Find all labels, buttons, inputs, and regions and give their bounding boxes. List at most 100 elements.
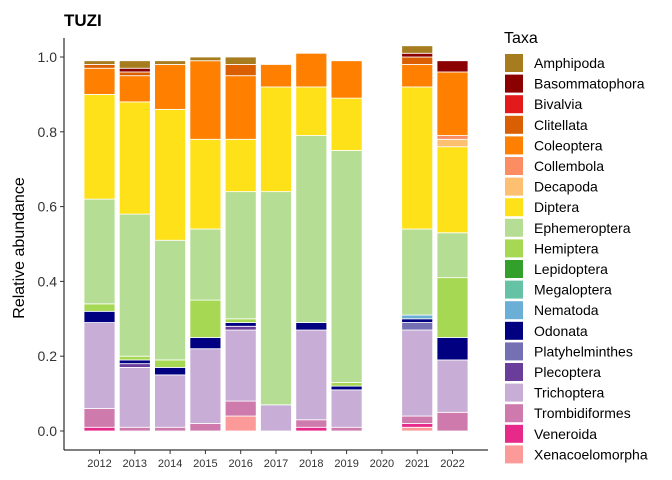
legend-item: Amphipoda bbox=[505, 54, 605, 72]
legend-item: Basommatophora bbox=[505, 74, 645, 93]
legend-swatch bbox=[505, 342, 523, 361]
bar-segment bbox=[330, 150, 363, 383]
bar-segment bbox=[330, 60, 363, 99]
y-axis-label: Relative abundance bbox=[11, 177, 28, 319]
bar-segment bbox=[83, 426, 116, 432]
legend-label: Decapoda bbox=[534, 179, 598, 195]
legend-label: Amphipoda bbox=[534, 55, 605, 71]
chart-title: TUZI bbox=[64, 11, 102, 30]
bar-segment bbox=[189, 348, 222, 424]
legend-swatch bbox=[505, 301, 523, 320]
bar-segment bbox=[436, 60, 469, 73]
legend-item: Bivalvia bbox=[505, 95, 582, 114]
legend-item: Veneroida bbox=[505, 424, 597, 443]
bar-segment bbox=[224, 138, 257, 193]
bar-segment bbox=[83, 303, 116, 312]
x-tick-label: 2018 bbox=[299, 458, 323, 470]
bar-segment bbox=[436, 277, 469, 338]
bar-segment bbox=[436, 411, 469, 432]
legend-swatch bbox=[505, 95, 523, 114]
bar-stack-2019 bbox=[330, 60, 363, 432]
legend-label: Plecoptera bbox=[534, 364, 601, 380]
y-tick-label: 0.6 bbox=[38, 199, 58, 215]
bar-stack-2018 bbox=[295, 52, 328, 432]
bar-segment bbox=[436, 135, 469, 140]
bar-segment bbox=[436, 146, 469, 234]
bar-segment bbox=[83, 67, 116, 95]
bar-segment bbox=[224, 318, 257, 323]
legend-swatch bbox=[505, 239, 523, 258]
bar-segment bbox=[295, 322, 328, 331]
legend-item: Platyhelminthes bbox=[505, 342, 633, 361]
legend-label: Trichoptera bbox=[534, 385, 605, 401]
legend-item: Diptera bbox=[505, 198, 579, 217]
bar-segment bbox=[224, 191, 257, 320]
legend-swatch bbox=[505, 54, 523, 72]
bar-segment bbox=[154, 426, 187, 432]
bar-segment bbox=[83, 198, 116, 305]
bar-segment bbox=[295, 419, 328, 428]
bar-stack-2014 bbox=[154, 60, 187, 432]
bar-segment bbox=[330, 426, 363, 432]
bar-segment bbox=[436, 337, 469, 361]
bar-stack-2016 bbox=[224, 56, 257, 432]
legend-item: Odonata bbox=[505, 321, 588, 340]
bar-segment bbox=[224, 400, 257, 417]
legend-label: Basommatophora bbox=[534, 76, 645, 92]
legend-label: Hemiptera bbox=[534, 240, 599, 256]
bar-segment bbox=[189, 56, 222, 62]
bar-segment bbox=[224, 64, 257, 77]
bar-segment bbox=[118, 367, 151, 428]
legend-item: Trichoptera bbox=[505, 383, 605, 402]
bar-segment bbox=[224, 75, 257, 140]
bar-segment bbox=[436, 71, 469, 136]
legend-swatch bbox=[505, 177, 523, 196]
legend-swatch bbox=[505, 445, 523, 464]
x-tick-label: 2021 bbox=[405, 458, 429, 470]
legend-item: Collembola bbox=[505, 157, 604, 175]
legend-swatch bbox=[505, 198, 523, 217]
bar-segment bbox=[189, 228, 222, 301]
bar-segment bbox=[436, 138, 469, 148]
legend-item: Lepidoptera bbox=[505, 260, 608, 278]
bar-segment bbox=[154, 359, 187, 368]
bar-segment bbox=[260, 64, 292, 88]
bar-segment bbox=[224, 322, 257, 327]
legend-label: Xenacoelomorpha bbox=[534, 446, 648, 462]
x-tick-label: 2020 bbox=[370, 458, 394, 470]
bar-segment bbox=[154, 374, 187, 428]
bar-segment bbox=[401, 322, 434, 331]
bar-segment bbox=[401, 415, 434, 424]
bar-stack-2013 bbox=[118, 60, 151, 432]
legend-label: Trombidiformes bbox=[534, 405, 631, 421]
bar-segment bbox=[401, 228, 434, 316]
bar-stack-2021 bbox=[401, 45, 434, 432]
y-tick-label: 0.0 bbox=[38, 423, 58, 439]
bar-segment bbox=[224, 415, 257, 432]
bar-segment bbox=[401, 45, 434, 54]
legend-swatch bbox=[505, 363, 523, 381]
bar-segment bbox=[295, 135, 328, 323]
bar-stack-2022 bbox=[436, 60, 469, 432]
bar-segment bbox=[401, 86, 434, 230]
legend-swatch bbox=[505, 280, 523, 299]
legend-swatch bbox=[505, 115, 523, 134]
bar-segment bbox=[83, 64, 116, 69]
bar-segment bbox=[401, 56, 434, 65]
x-axis: 2012 2013 2014 2015 2016 2017 2018 2019 2020 2021… bbox=[64, 449, 488, 470]
bar-segment bbox=[401, 426, 434, 432]
bar-segment bbox=[401, 314, 434, 320]
bar-segment bbox=[154, 108, 187, 241]
legend-item: Megaloptera bbox=[505, 280, 612, 299]
legend-label: Veneroida bbox=[534, 426, 597, 442]
bar-segment bbox=[118, 355, 151, 361]
bar-segment bbox=[118, 426, 151, 432]
legend: Amphipoda Basommatophora Bivalvia Clitellat… bbox=[505, 54, 648, 464]
bar-stack-2015 bbox=[189, 56, 222, 432]
bar-segment bbox=[83, 310, 116, 323]
y-tick-label: 0.4 bbox=[38, 273, 58, 289]
legend-label: Collembola bbox=[534, 158, 604, 174]
legend-label: Lepidoptera bbox=[534, 261, 608, 277]
legend-swatch bbox=[505, 260, 523, 278]
legend-item: Nematoda bbox=[505, 301, 599, 320]
